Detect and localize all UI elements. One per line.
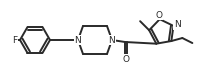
Text: F: F (12, 36, 18, 44)
Text: O: O (122, 54, 129, 64)
Text: N: N (173, 20, 180, 29)
Text: N: N (74, 36, 81, 44)
Text: O: O (154, 11, 161, 20)
Text: N: N (108, 36, 115, 44)
